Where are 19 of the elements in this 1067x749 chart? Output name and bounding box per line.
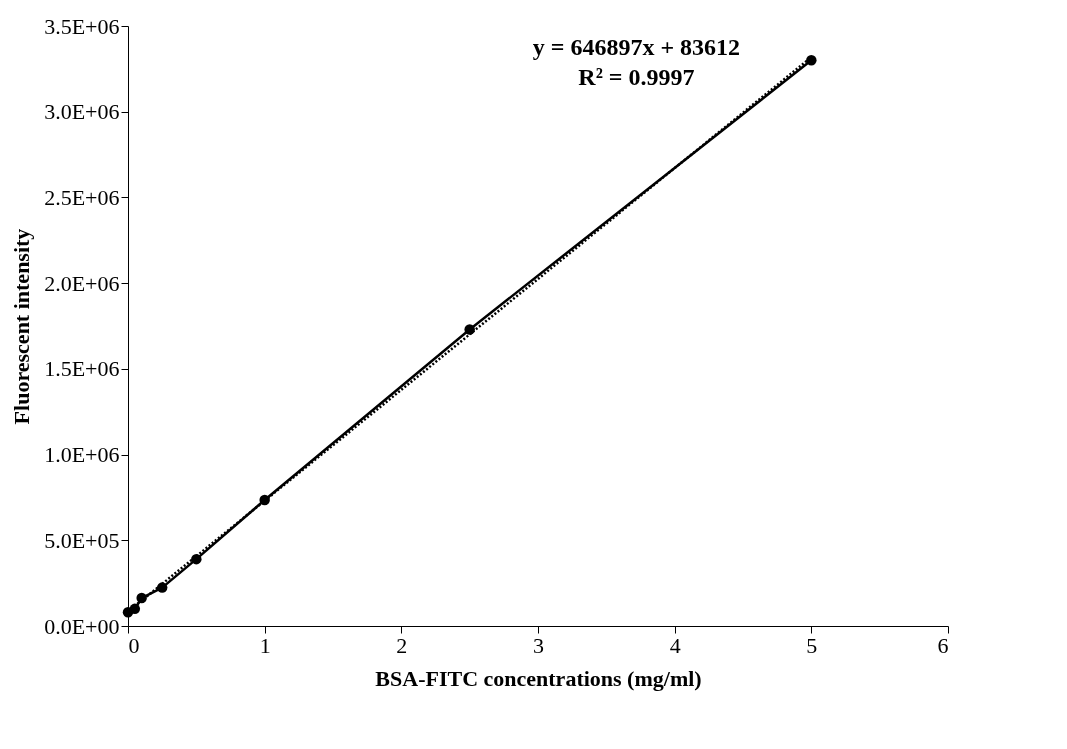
y-tick-label: 1.5E+06 [44,356,120,382]
y-tick-label: 3.0E+06 [44,99,120,125]
x-tick-label: 1 [259,632,271,658]
x-tick-label: 4 [669,632,681,658]
y-tick-label: 2.5E+06 [44,184,120,210]
x-tick-label: 2 [396,632,408,658]
x-axis-title: BSA-FITC concentrations (mg/ml) [375,665,702,691]
x-tick-label: 3 [533,632,544,658]
annotation: R² = 0.9997 [578,64,695,90]
annotation: y = 646897x + 83612 [532,34,741,60]
x-tick-label: 0 [128,632,140,658]
y-tick-label: 2.0E+06 [44,270,120,296]
y-tick-label: 5.0E+05 [44,527,120,553]
y-tick-label: 1.0E+06 [44,442,120,468]
y-tick-label: 0.0E+00 [44,613,120,639]
x-tick-label: 5 [806,632,818,658]
x-tick-label: 6 [937,632,949,658]
y-axis-title: Fluorescent intensity [9,228,35,425]
y-tick-label: 3.5E+06 [44,13,120,39]
